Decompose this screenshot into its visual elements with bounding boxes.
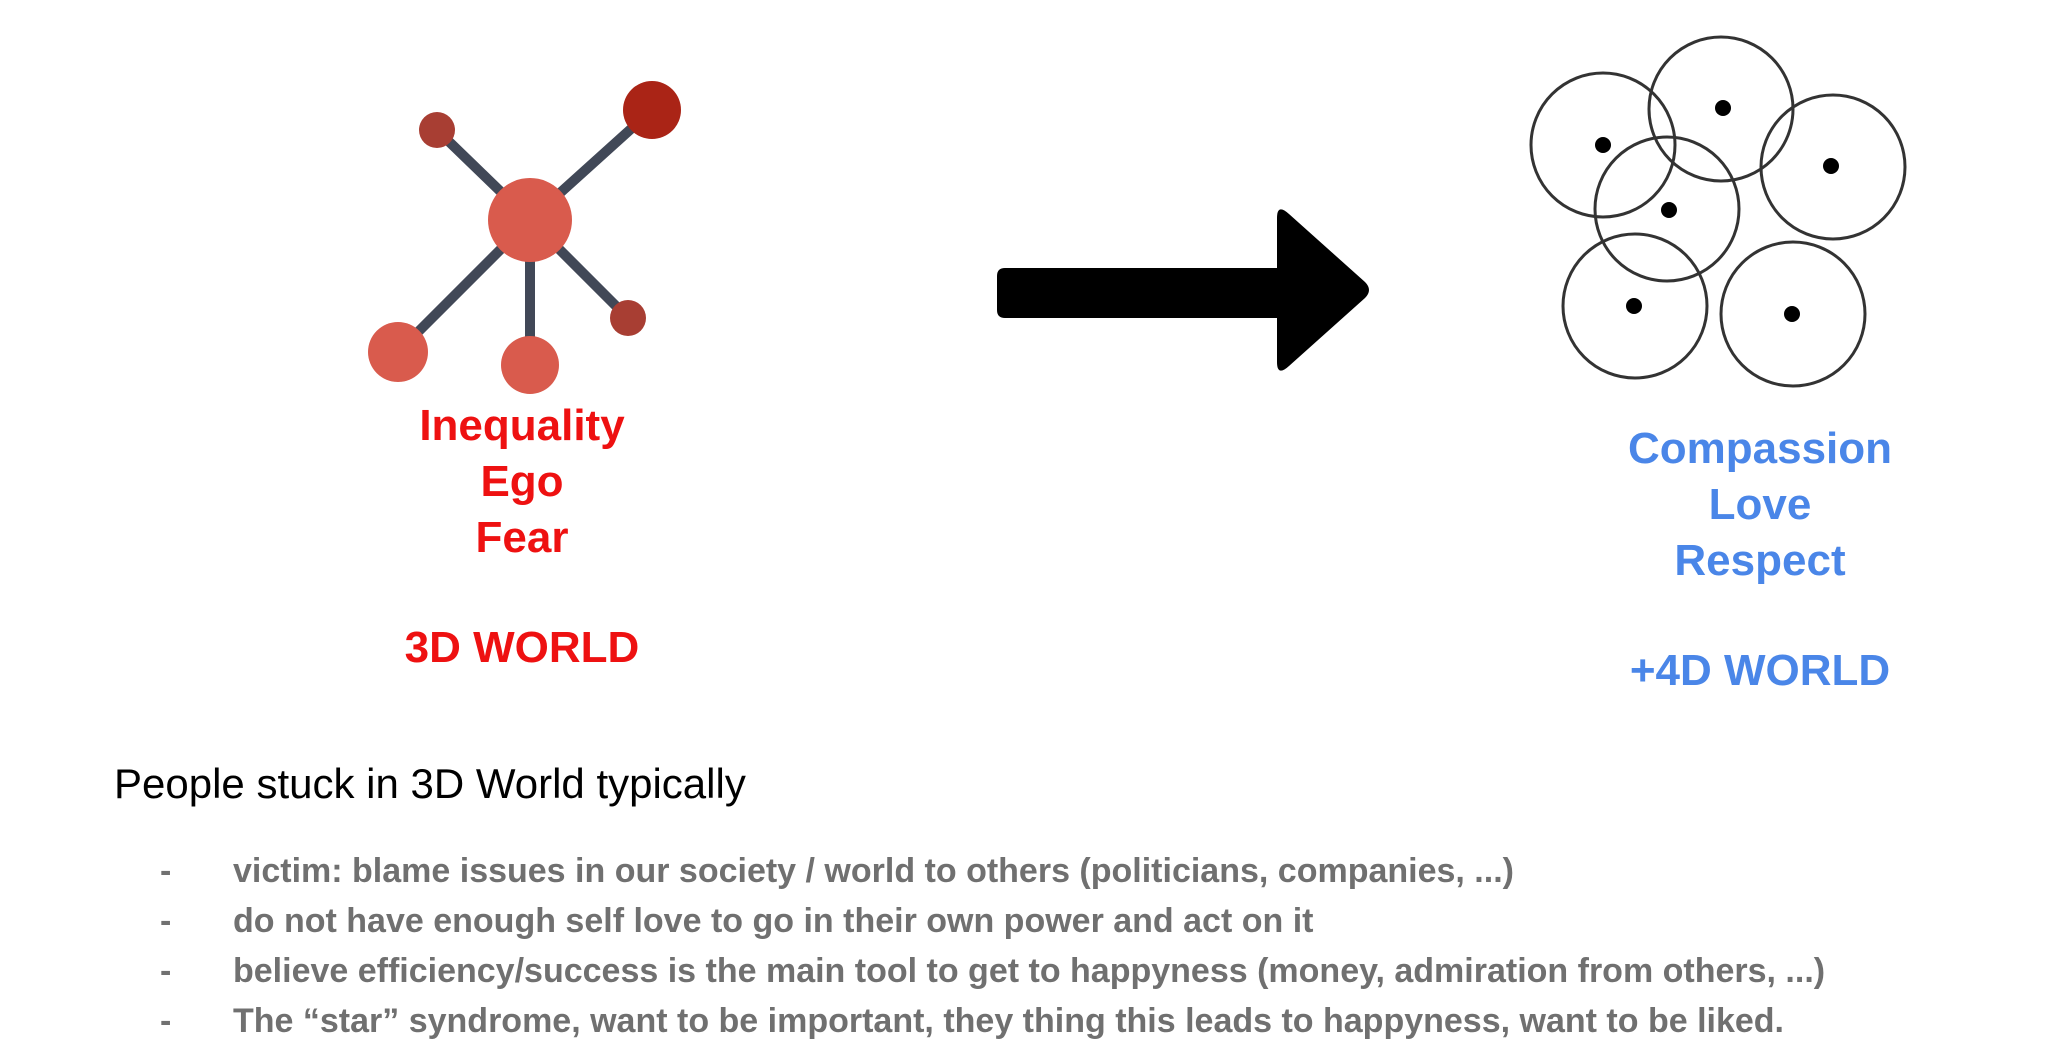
section-heading: People stuck in 3D World typically [114, 760, 746, 807]
circle-dots [1595, 100, 1839, 322]
bullet-text: believe efficiency/success is the main t… [233, 952, 1826, 990]
overlapping-circles-icon [1529, 35, 1907, 388]
right-text-group: Compassion Love Respect +4D WORLD [1560, 421, 1960, 699]
bullet-dash: - [160, 952, 172, 990]
network-node-bottom-left [368, 322, 428, 382]
network-node-center [488, 178, 572, 262]
right-world-label: +4D WORLD [1629, 646, 1891, 695]
bullet-text: victim: blame issues in our society / wo… [233, 852, 1514, 890]
circle-outlines [1529, 35, 1907, 388]
network-node-bottom-right [610, 300, 646, 336]
left-word-ego: Ego [480, 457, 564, 506]
left-word-fear: Fear [475, 513, 569, 562]
left-world-label: 3D WORLD [404, 623, 640, 672]
right-word-love: Love [1708, 480, 1812, 529]
bullet-dash: - [160, 902, 172, 940]
molecule-network-icon [368, 81, 681, 394]
network-node-bottom [501, 336, 559, 394]
bullet-text: The “star” syndrome, want to be importan… [233, 1002, 1785, 1040]
left-text-group: Inequality Ego Fear 3D WORLD [322, 398, 722, 676]
right-arrow-icon [997, 209, 1369, 371]
bullet-dash: - [160, 1002, 172, 1040]
network-node-top-right [623, 81, 681, 139]
right-word-respect: Respect [1674, 536, 1846, 585]
network-node-top-left [419, 112, 455, 148]
left-word-inequality: Inequality [419, 401, 625, 450]
bullet-text: do not have enough self love to go in th… [233, 902, 1314, 940]
right-word-compassion: Compassion [1627, 424, 1893, 473]
bullet-dash: - [160, 852, 172, 890]
